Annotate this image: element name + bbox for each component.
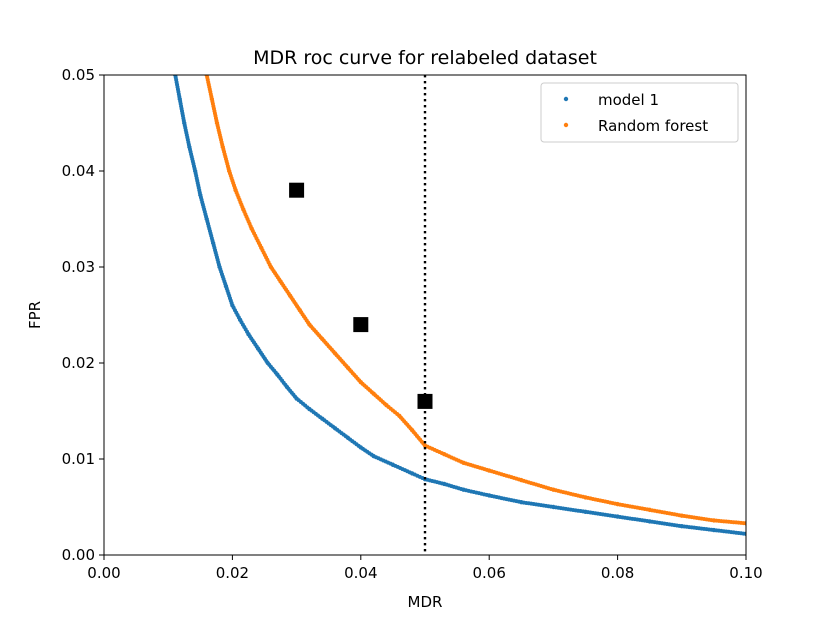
y-axis-ticks: 0.00 0.01 0.02 0.03 0.04 0.05 xyxy=(62,66,104,564)
data-point xyxy=(743,531,746,537)
legend-marker-model-1 xyxy=(563,96,569,102)
legend: model 1 Random forest xyxy=(540,82,739,143)
x-tick-label: 0.08 xyxy=(601,564,634,582)
x-tick-label: 0.10 xyxy=(729,564,762,582)
y-tick-label: 0.01 xyxy=(62,450,95,468)
x-tick-label: 0.02 xyxy=(216,564,249,582)
square-marker xyxy=(417,393,433,409)
x-axis-label: MDR xyxy=(408,593,443,611)
y-tick-label: 0.05 xyxy=(62,66,95,84)
square-marker xyxy=(353,317,369,333)
y-tick-label: 0.00 xyxy=(62,546,95,564)
y-tick-label: 0.02 xyxy=(62,354,95,372)
x-tick-label: 0.00 xyxy=(87,564,120,582)
x-axis-ticks: 0.00 0.02 0.04 0.06 0.08 0.10 xyxy=(87,555,763,582)
legend-marker-random-forest xyxy=(563,122,569,128)
chart-title: MDR roc curve for relabeled dataset xyxy=(253,47,597,69)
x-tick-label: 0.06 xyxy=(472,564,505,582)
data-point xyxy=(743,521,746,526)
axes-frame xyxy=(103,74,747,556)
y-axis-label: FPR xyxy=(26,301,44,329)
y-tick-label: 0.03 xyxy=(62,258,95,276)
legend-box xyxy=(540,82,739,143)
legend-label-random-forest: Random forest xyxy=(598,117,708,135)
y-tick-label: 0.04 xyxy=(62,162,95,180)
markers-layer xyxy=(289,182,433,409)
plot-area xyxy=(173,75,746,555)
series-random-forest xyxy=(204,75,746,526)
x-tick-label: 0.04 xyxy=(344,564,377,582)
legend-label-model-1: model 1 xyxy=(598,91,659,109)
series-model-1 xyxy=(173,75,746,537)
square-marker xyxy=(289,182,305,198)
series-layer xyxy=(173,75,746,537)
